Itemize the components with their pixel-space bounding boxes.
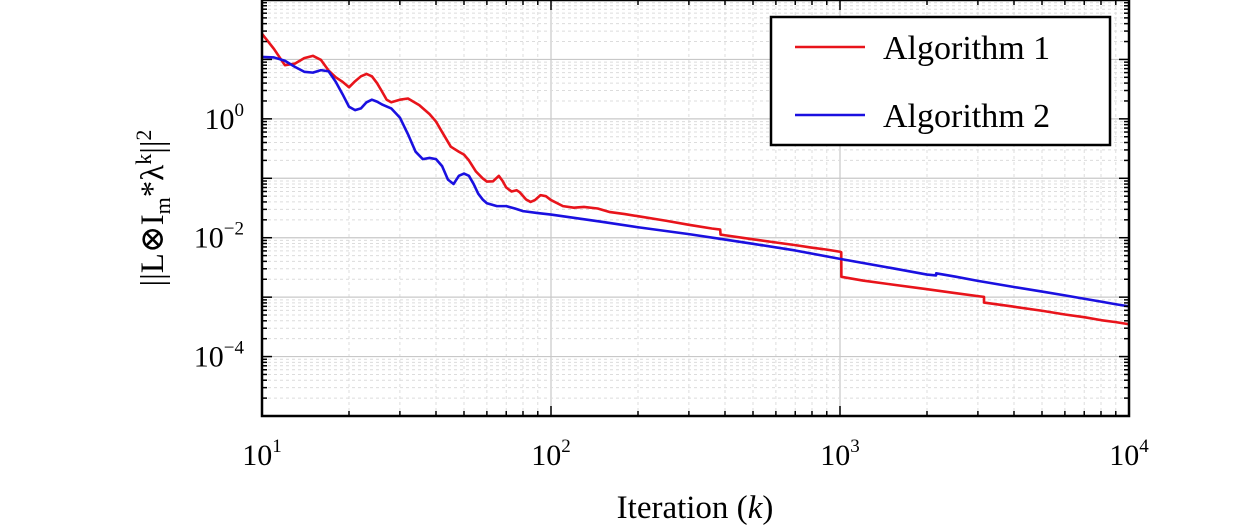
y-tick-label: 10−2: [194, 219, 244, 255]
y-tick-label: 100: [205, 100, 245, 136]
plot-frame: [260, 0, 1131, 418]
series-line-algorithm-1: [260, 32, 1130, 326]
legend-box: [769, 15, 1112, 147]
series-layer: [260, 32, 1130, 326]
legend-label-algorithm-2: Algorithm 2: [883, 98, 1050, 135]
legend-label-algorithm-1: Algorithm 1: [883, 30, 1050, 67]
x-axis-title: Iteration (k): [617, 490, 774, 526]
y-tick-label: 10−4: [194, 338, 245, 374]
x-tick-label: 102: [531, 436, 571, 472]
x-tick-label: 101: [242, 436, 282, 472]
legend: Algorithm 1 Algorithm 2: [769, 15, 1112, 147]
series-line-algorithm-2: [261, 55, 1130, 308]
tick-labels: 101 102 103 104 100 10−2 10−4: [194, 100, 1149, 472]
x-tick-label: 103: [820, 436, 860, 472]
y-axis-title: ||L⊗Im*λk||2: [131, 130, 175, 287]
ticks: [261, 0, 1129, 417]
x-tick-label: 104: [1109, 436, 1149, 472]
